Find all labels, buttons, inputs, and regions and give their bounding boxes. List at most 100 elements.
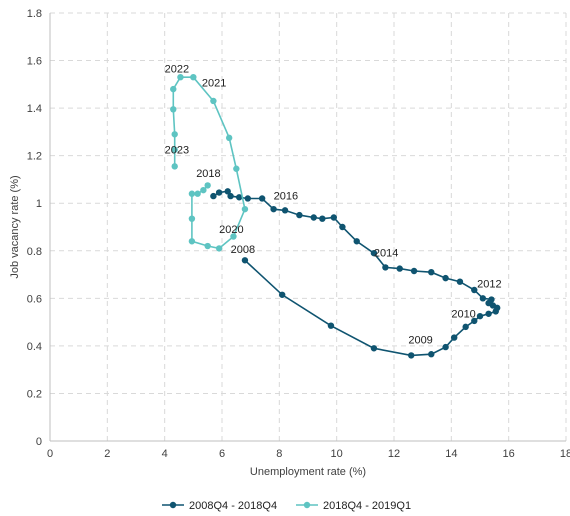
- data-point: [188, 238, 196, 245]
- data-point: [210, 192, 217, 200]
- year-annotation: 2016: [274, 191, 298, 203]
- data-point: [233, 165, 240, 172]
- data-point: [382, 264, 389, 271]
- series-line: [212, 190, 499, 357]
- data-point: [224, 188, 231, 195]
- y-tick-label: 0: [36, 436, 42, 448]
- data-point: [170, 106, 177, 113]
- data-point: [310, 214, 317, 221]
- data-point: [241, 257, 249, 264]
- data-point: [215, 189, 223, 196]
- data-point: [353, 238, 360, 245]
- legend-item-series-2: 2018Q4 - 2019Q1: [296, 500, 411, 512]
- year-annotation: 2021: [202, 78, 226, 90]
- data-point: [370, 345, 378, 352]
- x-tick-label: 10: [331, 448, 343, 460]
- data-point: [215, 245, 223, 252]
- y-axis-title: Job vacancy rate (%): [9, 175, 21, 278]
- data-point: [244, 195, 251, 202]
- x-tick-label: 16: [503, 448, 515, 460]
- data-point: [227, 192, 234, 200]
- data-point: [204, 182, 211, 189]
- year-annotation: 2009: [408, 335, 432, 347]
- x-tick-label: 6: [219, 448, 225, 460]
- data-point: [456, 278, 464, 285]
- data-point: [370, 249, 378, 257]
- data-point: [204, 242, 211, 250]
- data-point: [279, 291, 286, 298]
- data-point: [396, 265, 403, 272]
- y-tick-label: 1.2: [27, 151, 42, 163]
- data-point: [230, 233, 237, 240]
- year-annotation: 2020: [219, 224, 243, 236]
- data-point: [258, 195, 266, 202]
- data-point: [428, 268, 435, 276]
- data-point: [200, 186, 207, 194]
- series: [170, 74, 501, 359]
- y-tick-label: 1.4: [27, 103, 42, 115]
- data-point: [442, 343, 449, 351]
- y-tick-labels: 0 0.2 0.4 0.6 0.8 1 1.2 1.4 1.6 1.8: [27, 8, 42, 448]
- y-tick-label: 0.6: [27, 293, 42, 305]
- data-point: [327, 322, 335, 329]
- legend-label-series-2: 2018Q4 - 2019Q1: [323, 500, 411, 512]
- y-tick-label: 0.4: [27, 341, 42, 353]
- year-annotation: 2022: [165, 63, 189, 75]
- data-point: [488, 296, 495, 303]
- data-point: [171, 146, 178, 153]
- x-tick-label: 0: [47, 448, 53, 460]
- data-point: [485, 310, 492, 317]
- year-annotation: 2018: [196, 168, 220, 180]
- data-point: [462, 323, 469, 331]
- year-annotation: 2008: [231, 244, 255, 256]
- legend: 2008Q4 - 2018Q4 2018Q4 - 2019Q1: [162, 500, 411, 512]
- x-tick-label: 12: [388, 448, 400, 460]
- data-point: [410, 267, 418, 275]
- data-point: [339, 223, 346, 231]
- series-1: [210, 188, 501, 359]
- y-tick-label: 1.8: [27, 8, 42, 20]
- data-point: [170, 85, 177, 93]
- year-annotation: 2023: [165, 144, 189, 156]
- grid-lines: [50, 12, 567, 441]
- data-point: [408, 352, 415, 359]
- data-point: [225, 134, 233, 142]
- x-tick-label: 2: [104, 448, 110, 460]
- data-point: [171, 131, 178, 138]
- annotations: 2022 2021 2023 2018 2016 2020 2008 2014 2012 2010…: [165, 63, 502, 346]
- data-point: [296, 211, 303, 219]
- y-tick-label: 0.8: [27, 246, 42, 258]
- data-point: [281, 207, 289, 214]
- x-tick-labels: 0 2 4 6 8 10 12 14 16 18: [47, 448, 570, 460]
- year-annotation: 2012: [477, 279, 501, 291]
- data-point: [190, 74, 197, 81]
- data-point: [177, 74, 184, 81]
- series-line: [172, 76, 246, 250]
- data-point: [451, 334, 458, 341]
- x-tick-label: 14: [445, 448, 457, 460]
- data-point: [471, 286, 478, 294]
- data-point: [188, 190, 196, 197]
- data-point: [442, 274, 449, 282]
- data-point: [319, 215, 326, 222]
- series-2: [170, 74, 249, 252]
- x-tick-label: 4: [162, 448, 168, 460]
- x-tick-label: 8: [276, 448, 282, 460]
- year-annotation: 2010: [451, 308, 475, 320]
- data-point: [428, 351, 435, 358]
- data-point: [241, 205, 249, 213]
- legend-marker-series-1: [169, 501, 177, 509]
- x-axis-title: Unemployment rate (%): [250, 466, 366, 478]
- legend-marker-series-2: [303, 501, 311, 509]
- x-tick-label: 18: [560, 448, 570, 460]
- data-point: [471, 317, 478, 325]
- legend-label-series-1: 2008Q4 - 2018Q4: [189, 500, 277, 512]
- data-point: [270, 205, 277, 213]
- year-annotation: 2014: [374, 248, 398, 260]
- y-tick-label: 1: [36, 198, 42, 210]
- data-point: [194, 190, 201, 197]
- axes: [49, 13, 566, 442]
- data-point: [171, 163, 178, 170]
- data-point: [210, 97, 217, 105]
